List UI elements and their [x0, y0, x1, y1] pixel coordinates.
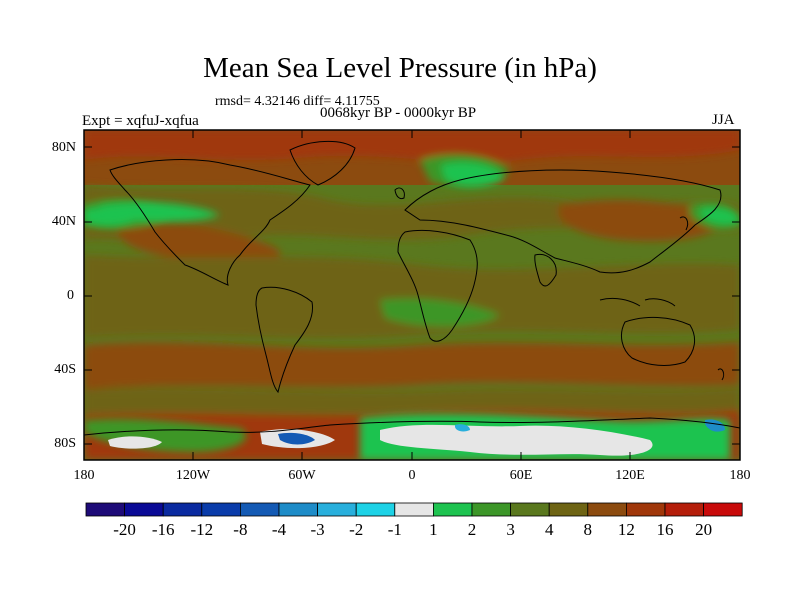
field-southern-band [84, 342, 740, 390]
colorbar-label: -16 [151, 520, 175, 539]
y-tick-label: 0 [67, 288, 74, 303]
field-mid-blue [455, 424, 470, 432]
colorbar-swatch [317, 502, 357, 517]
field-atlantic-low-green [100, 202, 220, 222]
coast-nz [717, 368, 725, 381]
x-tick-label: 120W [175, 468, 211, 483]
field-arctic-high [84, 130, 740, 163]
colorbar-label: -1 [387, 520, 402, 539]
colorbar-label: 1 [429, 520, 438, 539]
colorbar-swatch [278, 502, 318, 517]
colorbar-label: -4 [271, 520, 287, 539]
coast-india [534, 253, 557, 287]
colorbar-swatch [432, 502, 473, 517]
period-label: 0068kyr BP - 0000kyr BP [320, 105, 477, 121]
x-tick-label: 60W [288, 468, 316, 483]
x-tick-label: 180 [729, 468, 751, 483]
field-east-low-green [700, 207, 740, 225]
colorbar-label: 20 [695, 520, 713, 539]
x-tick-label: 120E [615, 468, 645, 483]
coast-eurasia [404, 169, 722, 274]
colorbar-label: 2 [467, 520, 477, 539]
y-tick-label: 40N [51, 214, 76, 229]
coast-uk [394, 187, 405, 200]
colorbar-label: 12 [617, 520, 635, 539]
field-asia-high [558, 199, 722, 242]
colorbar [85, 502, 743, 517]
colorbar-swatch [85, 502, 125, 517]
colorbar-swatch [124, 502, 164, 517]
coast-japan [679, 216, 689, 231]
y-tick-label: 40S [54, 362, 76, 377]
tick-marks [83, 130, 741, 460]
colorbar-label: -2 [349, 520, 364, 539]
colorbar-label: 16 [656, 520, 674, 539]
colorbar-swatch [548, 502, 589, 517]
colorbar-label: 8 [583, 520, 593, 539]
coast-indonesia [599, 297, 676, 307]
coast-south-america [255, 286, 314, 394]
field-weddell-blue [278, 432, 315, 445]
pressure-field [84, 130, 740, 460]
colorbar-label: 4 [544, 520, 554, 539]
colorbar-swatch [394, 502, 434, 517]
coast-australia [621, 316, 696, 366]
coast-antarctica [84, 417, 740, 436]
y-tick-label: 80S [54, 436, 76, 451]
field-antarctic-white [380, 424, 653, 456]
experiment-label: Expt = xqfuJ-xqfua [82, 113, 199, 129]
field-greenland-low [440, 161, 505, 187]
x-tick-label: 180 [73, 468, 95, 483]
coastlines [84, 140, 740, 436]
chart-title: Mean Sea Level Pressure (in hPa) [203, 52, 597, 84]
colorbar-swatch [626, 502, 666, 517]
colorbar-swatch [587, 502, 627, 517]
colorbar-swatch [471, 502, 511, 517]
field-ross-white [108, 436, 162, 449]
colorbar-swatch [239, 502, 280, 517]
field-tropics [84, 255, 740, 339]
coast-greenland [289, 140, 356, 186]
colorbar-swatch [664, 502, 704, 517]
colorbar-swatch [162, 502, 203, 517]
field-atlantic-mid [380, 298, 500, 327]
y-tick-label: 80N [51, 140, 76, 155]
stats-text: rmsd= 4.32146 diff= 4.11755 [215, 94, 380, 109]
field-subtropic-north [118, 221, 281, 265]
x-tick-label: 60E [509, 468, 533, 483]
colorbar-label: -8 [233, 520, 248, 539]
colorbar-label: -12 [190, 520, 214, 539]
coast-africa [397, 229, 478, 342]
colorbar-swatch [510, 502, 550, 517]
colorbar-label: 3 [506, 520, 515, 539]
x-tick-label: 0 [408, 468, 416, 483]
colorbar-swatch [201, 502, 241, 517]
field-east-blue [705, 419, 725, 432]
colorbar-swatch [355, 502, 396, 517]
season-label: JJA [712, 112, 735, 128]
colorbar-swatch [703, 502, 743, 517]
field-subpolar [84, 388, 740, 415]
coast-north-america [109, 159, 311, 286]
colorbar-label: -3 [310, 520, 325, 539]
colorbar-label: -20 [113, 520, 136, 539]
